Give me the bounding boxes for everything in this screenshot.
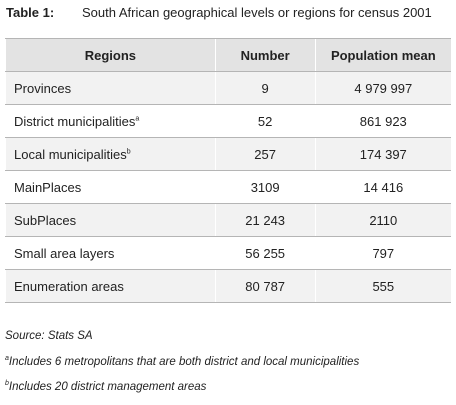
region-name: Enumeration areas [14, 278, 124, 294]
number-cell: 257 [214, 137, 316, 171]
region-name: MainPlaces [14, 179, 82, 195]
footnote-mark: a [135, 115, 140, 123]
footnote: aIncludes 6 metropolitans that are both … [5, 355, 359, 368]
region-name: SubPlaces [14, 212, 77, 228]
mean-cell: 861 923 [314, 104, 451, 138]
footnote: bIncludes 20 district management areas [5, 380, 206, 393]
number-cell: 80 787 [214, 269, 316, 303]
mean-cell: 2110 [314, 203, 451, 237]
region-name: District municipalities [14, 113, 136, 129]
table-row: MainPlaces 3109 14 416 [5, 170, 451, 204]
caption: Table 1: South African geographical level… [6, 5, 432, 20]
footnote-mark: b [126, 148, 131, 156]
number-cell: 56 255 [214, 236, 316, 270]
region-name: Small area layers [14, 245, 115, 261]
table-row: Provinces 9 4 979 997 [5, 71, 451, 105]
region-cell: SubPlaces [5, 203, 216, 237]
region-cell: District municipalitiesa [5, 104, 216, 138]
footnote-text: Includes 6 metropolitans that are both d… [8, 355, 360, 368]
footnote-text: Includes 20 district management areas [8, 380, 207, 393]
table-row: SubPlaces 21 243 2110 [5, 203, 451, 237]
mean-cell: 14 416 [314, 170, 451, 204]
data-table: Regions Number Population mean Provinces 9 4… [5, 38, 451, 303]
table-row: District municipalitiesa 52 861 923 [5, 104, 451, 138]
mean-cell: 4 979 997 [314, 71, 451, 105]
column-header: Number [214, 38, 316, 72]
table-row: Small area layers 56 255 797 [5, 236, 451, 270]
column-header: Regions [5, 38, 216, 72]
mean-cell: 797 [314, 236, 451, 270]
footnote-mark: a [5, 355, 9, 362]
region-cell: Small area layers [5, 236, 216, 270]
number-cell: 21 243 [214, 203, 316, 237]
region-cell: Enumeration areas [5, 269, 216, 303]
source: Source: Stats SA [5, 330, 93, 342]
column-header: Population mean [314, 38, 451, 72]
number-cell: 9 [214, 71, 316, 105]
region-cell: Provinces [5, 71, 216, 105]
region-name: Local municipalities [14, 146, 127, 162]
region-cell: Local municipalitiesb [5, 137, 216, 171]
region-name: Provinces [14, 80, 72, 96]
region-cell: MainPlaces [5, 170, 216, 204]
number-cell: 52 [214, 104, 316, 138]
mean-cell: 174 397 [314, 137, 451, 171]
table-row: Enumeration areas 80 787 555 [5, 269, 451, 303]
number-cell: 3109 [214, 170, 316, 204]
caption-label: Table 1: [6, 5, 55, 20]
caption-title: South African geographical levels or reg… [82, 5, 432, 20]
header-row: Regions Number Population mean [5, 38, 451, 72]
footnote-mark: b [5, 380, 9, 387]
table-row: Local municipalitiesb 257 174 397 [5, 137, 451, 171]
mean-cell: 555 [314, 269, 451, 303]
